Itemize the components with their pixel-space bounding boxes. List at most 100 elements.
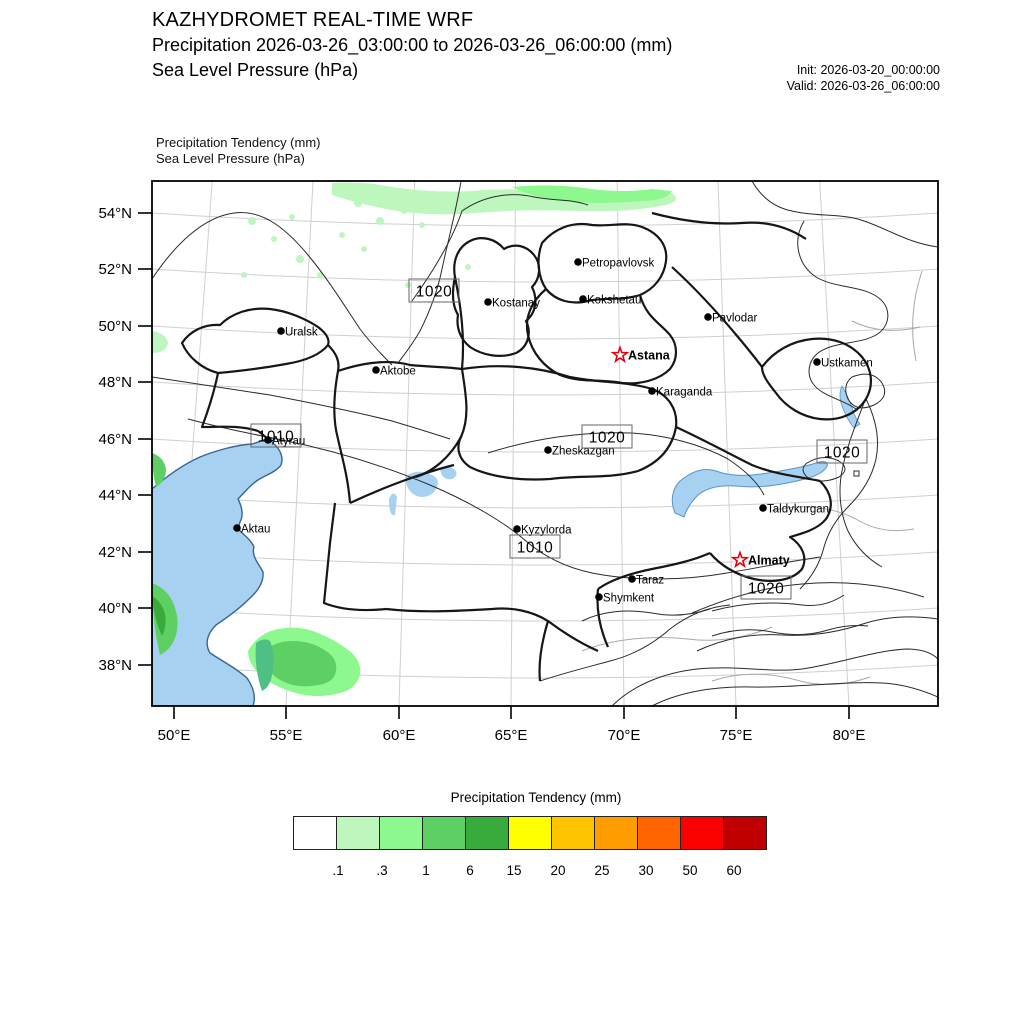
city-dot-marker — [513, 525, 521, 533]
lat-tick-label: 52°N — [98, 261, 132, 278]
run-times: Init: 2026-03-20_00:00:00 Valid: 2026-03… — [787, 62, 940, 94]
contour-south-1 — [581, 608, 711, 622]
graticule-parallel — [152, 551, 938, 566]
mountain-contour-3 — [696, 616, 938, 652]
city-dot-marker — [544, 446, 552, 454]
lon-tick-label: 55°E — [270, 727, 303, 744]
pressure-label-box — [509, 534, 561, 559]
region-border-mangystau — [322, 502, 387, 612]
lat-tick-label: 42°N — [98, 544, 132, 561]
region-border-zhambyl — [597, 551, 711, 590]
graticule-meridian — [616, 181, 625, 706]
colorbar-threshold-label: 30 — [638, 863, 654, 878]
colorbar-cell — [465, 816, 509, 850]
city-label: Zheskazgan — [552, 446, 615, 458]
graticule-meridian — [717, 181, 737, 706]
colorbar-threshold-label: 20 — [550, 863, 566, 878]
isobar-1020-center — [487, 432, 765, 496]
contour-west-long — [152, 376, 451, 440]
city-dot-marker — [628, 575, 636, 583]
graticule-parallel — [152, 381, 938, 396]
terrain-contour — [771, 506, 915, 532]
region-border-pavlodar-diag — [671, 266, 763, 368]
graticule-meridian — [819, 181, 850, 706]
city-dot-marker — [759, 504, 767, 512]
lat-tick-label: 44°N — [98, 487, 132, 504]
city-label: Karaganda — [656, 387, 713, 399]
pressure-label-box — [740, 575, 792, 600]
region-border-kostanay — [451, 237, 541, 357]
region-border-pavlodar-north — [651, 211, 807, 240]
city-dot-marker — [595, 593, 603, 601]
region-border-aktobe-east — [415, 276, 468, 479]
colorbar-cell — [293, 816, 337, 850]
colorbar-threshold-label: 1 — [422, 863, 430, 878]
colorbar-threshold-label: 60 — [726, 863, 742, 878]
note-pressure: Sea Level Pressure (hPa) — [156, 151, 305, 166]
precip-specks — [241, 190, 485, 288]
border-russia-north — [411, 194, 589, 302]
note-precip: Precipitation Tendency (mm) — [156, 135, 321, 150]
region-border-kyzylorda-diag — [349, 463, 455, 504]
graticule-parallel — [152, 268, 938, 283]
terrain-contour — [851, 320, 921, 331]
city-label: Kokshetau — [587, 295, 641, 307]
graticule-parallel — [152, 325, 938, 340]
region-border-almaty — [709, 480, 832, 582]
terrain-contour — [581, 626, 773, 652]
isobar-layer — [152, 181, 938, 706]
colorbar-threshold-label: .1 — [332, 863, 344, 878]
colorbar-cell — [336, 816, 380, 850]
map-svg: Petropavlovsk Kokshetau Kostanay Pavlodar Ur… — [98, 180, 939, 744]
region-border-aktobe-north — [327, 344, 463, 373]
lat-tick-label: 38°N — [98, 657, 132, 674]
isobar-1020-south — [691, 582, 925, 614]
colorbar-threshold-label: 50 — [682, 863, 698, 878]
region-border-uralsk — [180, 307, 330, 375]
city-dot-marker — [264, 436, 272, 444]
lat-tick-label: 54°N — [98, 205, 132, 222]
graticule-meridian — [398, 181, 416, 706]
lat-tick-label: 40°N — [98, 600, 132, 617]
lon-tick-label: 60°E — [383, 727, 416, 744]
city-star-marker — [610, 345, 630, 364]
colorbar-cell — [379, 816, 423, 850]
region-border-petropavlovsk — [537, 222, 668, 304]
pressure-label-value: 1020 — [824, 445, 860, 462]
isobar-1020-north — [397, 181, 462, 364]
region-border-karaganda — [457, 365, 678, 481]
mountain-contour-2 — [651, 682, 938, 706]
city-label: Atyrau — [272, 436, 305, 448]
lon-tick-label: 80°E — [833, 727, 866, 744]
border-china-east — [799, 398, 879, 590]
lon-tick-label: 70°E — [608, 727, 641, 744]
isobar-1020-east — [839, 402, 883, 568]
legend-title: Precipitation Tendency (mm) — [450, 790, 622, 805]
city-dot-marker — [277, 327, 285, 335]
city-dot-marker — [233, 524, 241, 532]
colorbar-cell — [508, 816, 552, 850]
colorbar-cell — [594, 816, 638, 850]
region-border-layer — [180, 211, 872, 682]
axis-tick-layer: 54°N 52°N 50°N 48°N 46°N 44°N 42°N 40°N 38°N 50°E… — [98, 205, 865, 744]
pressure-label-box — [816, 439, 868, 464]
city-dot-marker — [648, 387, 656, 395]
city-dot-marker — [484, 298, 492, 306]
map-border — [151, 180, 939, 707]
city-label: Shymkent — [603, 593, 655, 605]
pressure-label-box — [408, 278, 460, 303]
city-dot-marker — [372, 366, 380, 374]
city-dot-marker — [579, 295, 587, 303]
colorbar-cell — [637, 816, 681, 850]
lat-tick-label: 48°N — [98, 374, 132, 391]
title-block: KAZHYDROMET REAL-TIME WRF Precipitation … — [152, 8, 672, 83]
precip-area-west-edge-strip — [152, 331, 168, 353]
gray-contour-layer — [581, 270, 923, 685]
city-dot-marker — [574, 258, 582, 266]
pressure-label-value: 1010 — [258, 429, 294, 446]
city-label: Kostanay — [492, 298, 540, 310]
precip-area-southwest-teal — [255, 639, 274, 691]
precip-area-north-band — [332, 182, 676, 215]
region-border-south-long — [385, 607, 599, 653]
